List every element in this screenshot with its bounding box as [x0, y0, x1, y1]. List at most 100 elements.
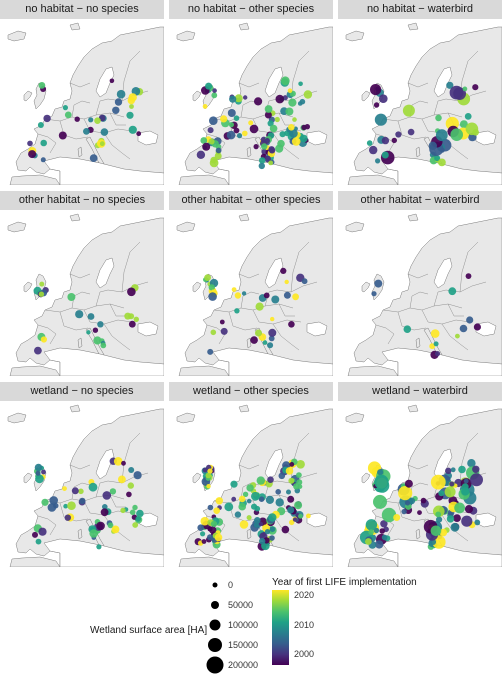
site-marker — [407, 128, 415, 136]
site-marker — [129, 509, 136, 516]
site-marker — [243, 95, 248, 100]
site-marker — [271, 295, 280, 304]
country-border — [121, 432, 141, 484]
site-marker — [209, 116, 218, 125]
site-marker — [246, 515, 252, 521]
site-marker — [404, 479, 413, 488]
site-marker — [368, 529, 374, 535]
site-marker — [219, 319, 225, 325]
site-marker — [233, 127, 240, 134]
site-marker — [249, 124, 259, 134]
site-marker — [35, 474, 44, 484]
site-marker — [234, 94, 243, 103]
facet-map — [0, 21, 164, 185]
site-marker — [292, 517, 298, 522]
site-marker — [445, 467, 452, 474]
facet-strip-title: wetland − waterbird — [338, 382, 502, 401]
site-marker — [88, 117, 94, 123]
site-marker — [96, 544, 102, 550]
land-shape — [176, 412, 196, 424]
facet-map — [338, 21, 502, 185]
country-border — [397, 502, 427, 522]
country-border — [103, 132, 131, 160]
site-marker — [449, 481, 455, 487]
site-marker — [67, 293, 76, 301]
site-marker — [288, 124, 295, 131]
site-marker — [210, 520, 218, 528]
country-border — [71, 291, 91, 309]
land-shape — [238, 213, 250, 222]
land-shape — [7, 30, 27, 42]
site-marker — [379, 528, 385, 534]
site-marker — [234, 511, 242, 518]
site-marker — [116, 89, 126, 99]
site-marker — [296, 460, 305, 469]
site-marker — [284, 279, 289, 285]
land-shape — [178, 365, 230, 376]
site-marker — [38, 527, 47, 536]
land-shape — [238, 404, 250, 413]
sea-shape — [381, 347, 502, 376]
site-marker — [39, 281, 45, 287]
land-shape — [176, 30, 196, 42]
site-marker — [107, 522, 114, 529]
site-marker — [214, 533, 223, 542]
facet-map — [0, 403, 164, 567]
site-marker — [293, 126, 298, 131]
site-marker — [268, 160, 274, 166]
site-marker — [92, 327, 99, 333]
site-marker — [100, 128, 109, 136]
site-marker — [286, 489, 291, 495]
site-marker — [89, 529, 98, 538]
site-marker — [28, 150, 37, 159]
site-marker — [207, 348, 214, 355]
site-marker — [96, 521, 105, 531]
site-marker — [118, 475, 126, 484]
site-marker — [79, 497, 86, 505]
site-marker — [214, 152, 222, 160]
site-marker — [127, 287, 136, 297]
site-marker — [291, 137, 301, 146]
site-marker — [281, 525, 290, 534]
country-border — [407, 464, 429, 470]
land-shape — [9, 556, 61, 567]
sea-shape — [137, 321, 159, 337]
site-marker — [251, 491, 260, 501]
facet-panel: wetland − other species — [169, 382, 333, 567]
site-marker — [220, 327, 228, 335]
country-border — [447, 303, 464, 317]
site-marker — [267, 342, 274, 349]
country-border — [407, 273, 429, 279]
site-marker — [365, 538, 372, 545]
site-marker — [35, 538, 42, 545]
site-marker — [37, 122, 44, 128]
land-shape — [246, 528, 252, 540]
site-marker — [258, 496, 265, 502]
site-marker — [449, 85, 464, 100]
site-marker — [402, 104, 415, 117]
site-marker — [430, 525, 442, 537]
site-marker — [472, 465, 480, 473]
facet-strip-title: no habitat − waterbird — [338, 0, 502, 19]
country-border — [240, 291, 260, 309]
country-border — [37, 515, 57, 536]
land-shape — [178, 556, 230, 567]
land-shape — [7, 412, 27, 424]
site-marker — [371, 291, 377, 297]
site-marker — [269, 526, 276, 532]
site-marker — [27, 140, 33, 147]
facet-map — [169, 21, 333, 185]
site-marker — [62, 486, 67, 491]
facet-panel: other habitat − waterbird — [338, 191, 502, 376]
site-marker — [251, 503, 258, 510]
site-marker — [461, 515, 473, 527]
site-marker — [102, 504, 108, 510]
land-shape — [15, 26, 164, 185]
europe-basemap — [345, 22, 502, 185]
country-border — [69, 273, 91, 279]
land-shape — [345, 30, 365, 42]
site-marker — [64, 514, 72, 521]
site-marker — [381, 534, 388, 541]
site-marker — [474, 519, 481, 526]
country-border — [433, 90, 487, 116]
